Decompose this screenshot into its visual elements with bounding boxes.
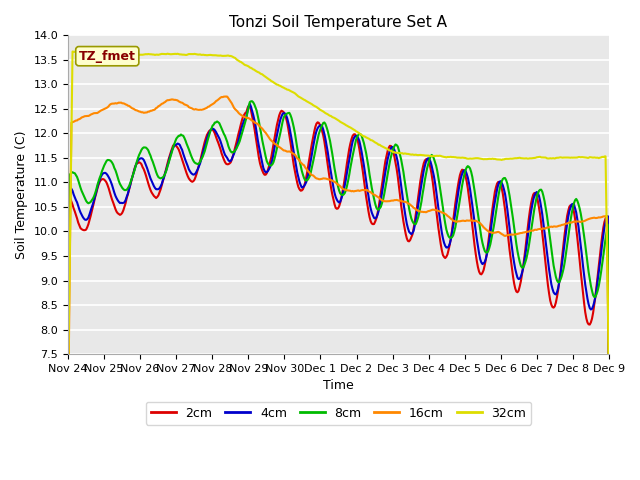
4cm: [232, 145, 240, 151]
32cm: [68, 48, 76, 54]
2cm: [232, 140, 240, 146]
Y-axis label: Soil Temperature (C): Soil Temperature (C): [15, 131, 28, 259]
4cm: [463, 171, 470, 177]
4cm: [246, 101, 253, 107]
32cm: [394, 150, 402, 156]
2cm: [64, 369, 72, 374]
2cm: [557, 270, 564, 276]
4cm: [64, 363, 72, 369]
8cm: [463, 165, 470, 170]
2cm: [246, 102, 253, 108]
X-axis label: Time: Time: [323, 379, 354, 392]
Line: 8cm: 8cm: [68, 101, 609, 388]
32cm: [557, 155, 564, 160]
32cm: [64, 384, 72, 389]
8cm: [248, 98, 256, 104]
Title: Tonzi Soil Temperature Set A: Tonzi Soil Temperature Set A: [230, 15, 447, 30]
Line: 16cm: 16cm: [68, 96, 609, 422]
Line: 2cm: 2cm: [68, 105, 609, 385]
32cm: [368, 137, 376, 143]
16cm: [605, 382, 612, 387]
16cm: [222, 94, 230, 99]
16cm: [394, 197, 402, 203]
16cm: [368, 191, 376, 196]
2cm: [463, 179, 470, 184]
32cm: [463, 156, 470, 161]
16cm: [64, 420, 72, 425]
8cm: [557, 277, 564, 283]
2cm: [368, 221, 376, 227]
2cm: [394, 174, 402, 180]
4cm: [368, 210, 376, 216]
8cm: [394, 144, 402, 149]
2cm: [605, 383, 612, 388]
16cm: [557, 223, 564, 228]
4cm: [557, 273, 564, 279]
4cm: [605, 381, 612, 386]
8cm: [605, 385, 612, 391]
Legend: 2cm, 4cm, 8cm, 16cm, 32cm: 2cm, 4cm, 8cm, 16cm, 32cm: [145, 402, 531, 425]
16cm: [234, 108, 241, 114]
8cm: [293, 145, 301, 151]
32cm: [234, 57, 241, 63]
4cm: [293, 170, 301, 176]
32cm: [605, 365, 612, 371]
32cm: [293, 93, 301, 98]
16cm: [463, 217, 470, 223]
2cm: [293, 180, 301, 186]
Line: 4cm: 4cm: [68, 104, 609, 384]
8cm: [368, 185, 376, 191]
8cm: [232, 146, 240, 152]
8cm: [64, 355, 72, 361]
Line: 32cm: 32cm: [68, 51, 609, 386]
4cm: [394, 159, 402, 165]
Text: TZ_fmet: TZ_fmet: [79, 49, 136, 63]
16cm: [293, 156, 301, 161]
